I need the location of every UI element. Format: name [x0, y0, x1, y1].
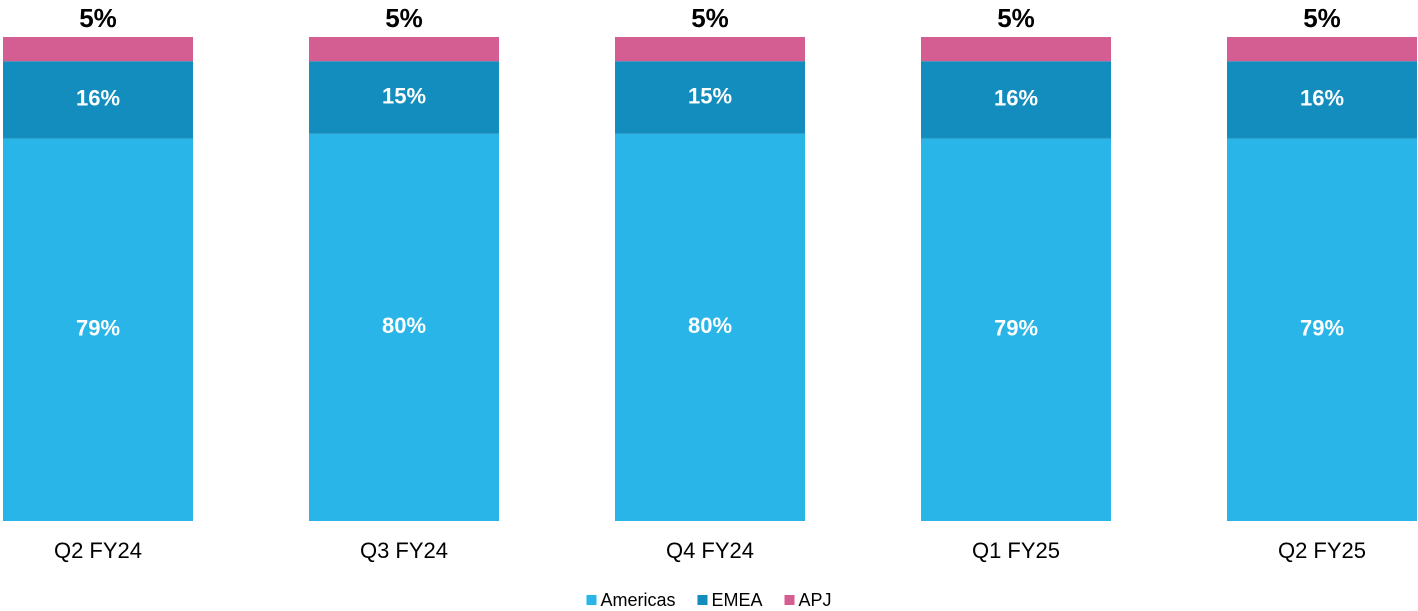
data-label: 16% — [76, 86, 120, 111]
x-tick-label: Q4 FY24 — [666, 538, 754, 563]
bar-segment — [1227, 37, 1417, 62]
data-label: 79% — [1300, 316, 1344, 341]
bar-segment — [3, 138, 193, 521]
data-label: 15% — [688, 83, 732, 108]
bar-segment — [1227, 138, 1417, 521]
bar-segment — [3, 37, 193, 62]
data-label: 5% — [997, 3, 1035, 33]
x-tick-label: Q2 FY24 — [54, 538, 142, 563]
data-label: 5% — [385, 3, 423, 33]
data-label: 5% — [691, 3, 729, 33]
x-tick-label: Q1 FY25 — [972, 538, 1060, 563]
x-tick-label: Q2 FY25 — [1278, 538, 1366, 563]
bar-segment — [3, 61, 193, 139]
x-tick-label: Q3 FY24 — [360, 538, 448, 563]
data-label: 16% — [994, 86, 1038, 111]
bar-segment — [921, 37, 1111, 62]
bar-segment — [615, 133, 805, 522]
data-label: 15% — [382, 83, 426, 108]
data-label: 5% — [79, 3, 117, 33]
data-label: 16% — [1300, 86, 1344, 111]
bar-segment — [1227, 61, 1417, 139]
bar-segment — [309, 37, 499, 62]
bar-segment — [615, 61, 805, 134]
legend-label: Americas — [600, 590, 675, 610]
data-label: 79% — [76, 316, 120, 341]
legend-label: APJ — [799, 590, 832, 610]
legend-swatch — [697, 595, 708, 605]
data-label: 5% — [1303, 3, 1341, 33]
legend-swatch — [586, 595, 597, 605]
bar-segment — [615, 37, 805, 62]
bar-segment — [309, 133, 499, 522]
bar-segment — [309, 61, 499, 134]
bar-segment — [921, 138, 1111, 521]
legend-label: EMEA — [711, 590, 762, 610]
data-label: 79% — [994, 316, 1038, 341]
data-label: 80% — [382, 313, 426, 338]
legend-swatch — [784, 595, 795, 605]
data-label: 80% — [688, 313, 732, 338]
bar-segment — [921, 61, 1111, 139]
